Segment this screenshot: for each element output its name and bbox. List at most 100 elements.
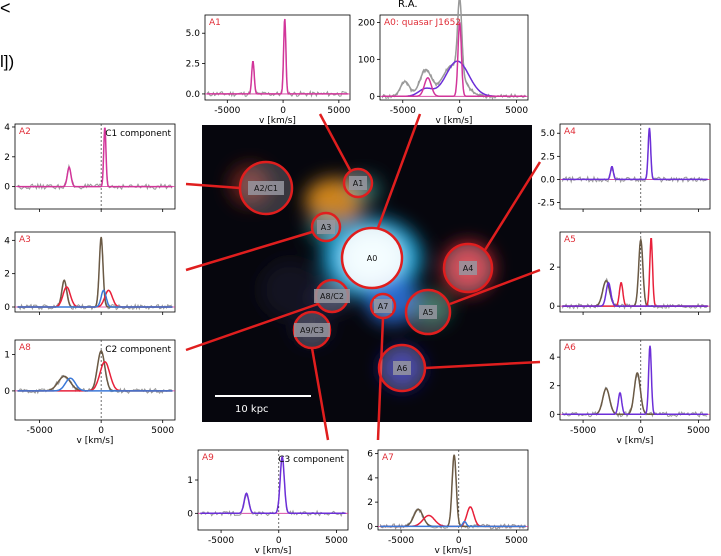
aperture-label: A0 [367,254,378,263]
x-tick-label: 5000 [325,536,348,546]
y-tick-label: 4 [549,353,555,363]
aperture-a1: A1 [342,167,374,199]
x-tick-label: 5000 [687,426,710,436]
aperture-a2-c1: A2/C1 [238,160,294,216]
aperture-label: A3 [321,223,332,232]
panel-title: A2 [19,127,31,137]
x-axis-label: v [km/s] [435,546,472,556]
panel-title: A1 [209,18,221,28]
y-tick-label: 2 [367,498,373,508]
panel-title: A0: quasar J1652 [384,18,461,28]
component-label: C2 component [105,345,171,355]
y-tick-label: 0.0 [186,90,201,100]
y-tick-label: -2.5 [537,199,555,209]
aperture-a7: A7 [369,292,397,320]
aperture-a5: A5 [404,288,452,336]
panel-title: A6 [564,343,576,353]
y-tick-label: 0 [4,387,10,397]
x-tick-label: 0 [98,426,104,436]
aperture-label: A5 [423,308,434,317]
y-tick-label: 0 [187,509,193,519]
aperture-a4: A4 [442,242,494,294]
aperture-label: A4 [463,264,474,273]
scale-bar-label: 10 kpc [235,404,269,415]
panel-a5: 0 2 A5 [549,231,711,315]
aperture-markers: A0 A1 A2/C1 A3 A4 A5 A6 A7 A8/C2 A9/C3 [238,160,494,393]
x-tick-label: -5000 [390,106,416,116]
y-tick-label: 0 [367,522,373,532]
y-tick-label: 2 [549,263,555,273]
panel-title: A9 [202,453,214,463]
x-axis-label: v [km/s] [259,116,296,126]
aperture-a8-c2: A8/C2 [314,278,350,314]
y-tick-label: 1 [187,476,193,486]
y-tick-label: 4 [367,474,373,484]
y-tick-label: 0 [4,303,10,313]
panel-title: A7 [382,453,394,463]
aperture-label: A7 [378,302,389,311]
y-tick-label: 0 [549,302,555,312]
x-tick-label: -5000 [208,536,234,546]
panel-a7: 0 2 4 6 -5000 0 5000 v [km/s] A7 [367,449,529,556]
panel-a9: 0 1 -5000 0 5000 v [km/s] A9 C3 component [187,449,349,556]
panel-a4: -2.5 0.0 2.5 5.0 A4 [537,123,711,212]
panel-title: A8 [19,343,31,353]
y-tick-label: 0 [4,183,10,193]
aperture-a0: A0 [340,226,404,290]
ra-axis-label: R.A. [398,0,418,10]
x-axis-label: v [km/s] [77,436,114,446]
y-tick-label: 200 [358,18,375,28]
panel-a6: 0 2 4 -5000 0 5000 v [km/s] A6 [549,339,711,446]
y-tick-label: 2.5 [186,60,200,70]
aperture-label: A9/C3 [300,326,324,335]
aperture-label: A2/C1 [254,184,278,193]
panel-title: A5 [564,235,576,245]
page-fragment-lt: < [0,0,11,18]
component-label: C3 component [278,455,344,465]
x-tick-label: -5000 [214,106,240,116]
x-tick-label: 0 [638,426,644,436]
aperture-a6: A6 [377,343,427,393]
x-tick-label: 5000 [505,106,528,116]
y-tick-label: 5.0 [541,129,556,139]
x-tick-label: 0 [276,536,282,546]
x-tick-label: -5000 [388,536,414,546]
panel-a0: 0 100 200 -5000 0 5000 v [km/s] A0: quasar J165… [358,0,529,126]
panel-a2: 0 2 4 A2 C1 component [4,123,176,212]
x-tick-label: -5000 [570,426,596,436]
x-axis-label: v [km/s] [255,546,292,556]
y-tick-label: 2.5 [541,152,555,162]
x-tick-label: 5000 [505,536,528,546]
panel-a8: 0 1 -5000 0 5000 v [km/s] A8 C2 component [4,339,176,446]
x-tick-label: 0 [456,536,462,546]
y-tick-label: 2 [549,382,555,392]
x-tick-label: -5000 [27,426,53,436]
x-tick-label: 5000 [151,426,174,436]
panel-a1: 0.0 2.5 5.0 -5000 0 5000 v [km/s] A1 [186,14,351,126]
x-tick-label: 0 [457,106,463,116]
y-tick-label: 6 [367,450,373,460]
panel-a3: 0 2 4 A3 [4,231,176,315]
x-axis-label: v [km/s] [617,436,654,446]
aperture-a9-c3: A9/C3 [292,310,332,350]
y-tick-label: 2 [4,153,10,163]
panel-title: A3 [19,235,31,245]
x-axis-label: v [km/s] [436,116,473,126]
aperture-a3: A3 [310,211,342,243]
y-tick-label: 100 [358,55,375,65]
y-tick-label: 0 [369,92,375,102]
y-tick-label: 4 [4,236,10,246]
page-fragment-bracket: l]) [0,52,15,71]
y-tick-label: 0 [549,410,555,420]
y-tick-label: 4 [4,123,10,133]
panel-title: A4 [564,127,576,137]
aperture-label: A8/C2 [320,292,344,301]
y-tick-label: 1 [4,351,10,361]
y-tick-label: 5.0 [186,29,201,39]
component-label: C1 component [105,129,171,139]
aperture-label: A1 [353,179,364,188]
y-tick-label: 2 [4,270,10,280]
x-tick-label: 5000 [327,106,350,116]
